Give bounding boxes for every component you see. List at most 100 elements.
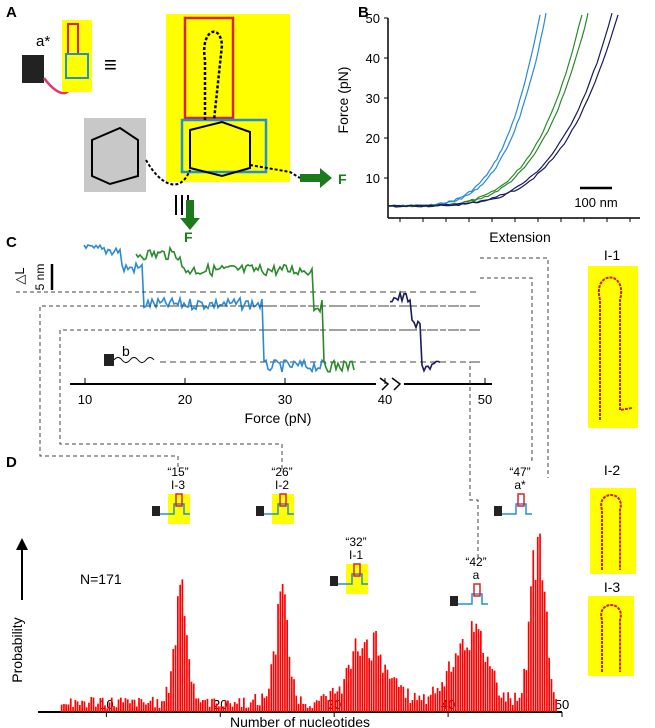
structure-red-box [183,16,235,120]
d-bar [427,696,430,712]
d-bar [179,584,181,712]
d-bar [534,579,537,712]
d-bar [229,703,232,712]
force-label-right: F [338,171,347,187]
peak-schematic-red [517,493,525,507]
peak-schematic-bead [152,506,160,516]
axis-break [379,377,402,391]
peak-schematic-bead [330,576,338,586]
force-label-down: F [184,229,193,245]
d-bar [138,698,140,712]
d-bar [154,707,156,712]
d-bar [454,653,457,712]
d-bar [466,647,468,712]
schematic-blue-box [65,53,89,79]
structure-label-i3: I-3 [604,579,621,595]
d-bar [425,703,427,712]
d-bar [115,707,118,712]
d-bar [263,697,266,712]
d-bar [548,657,550,712]
d-bar [375,631,377,712]
d-bar [507,692,509,712]
peak-schematic-red [353,563,361,577]
d-bar [274,654,277,712]
peak-count-label: “15” [167,465,188,479]
d-bar [163,701,165,712]
d-bar [411,700,414,712]
d-bar [398,687,400,712]
d-y-arrowhead [16,538,28,550]
panel-label-c: C [6,234,17,251]
d-bar [147,703,150,712]
d-bar [60,704,63,712]
d-bar [500,697,503,712]
d-bar [218,706,220,712]
d-bar [489,666,491,712]
d-bar [261,693,263,712]
d-bar [69,698,72,712]
d-bar [429,694,432,712]
d-bar [345,667,348,712]
d-bar [379,654,382,712]
d-bar [281,584,284,712]
d-bar [211,698,213,712]
d-bar [165,686,168,712]
d-annotation: N=171 [80,571,122,587]
d-bar [464,650,466,712]
d-bar [126,699,129,712]
d-bar [247,707,250,712]
peak-schematic-bead [450,596,458,606]
d-bar [484,662,487,712]
quadruplex-2 [189,120,251,178]
d-bar [555,699,557,712]
structure-i2 [590,488,636,574]
panel-d: 10 20 30 40 50 Number of nucleotides Probabi… [9,465,569,728]
peak-schematic-red [473,583,481,597]
d-bar [386,669,389,712]
d-bar [88,702,90,712]
d-bar [502,692,505,712]
panel-label-d: D [6,454,17,471]
d-bar [279,591,282,712]
d-bar [215,703,218,712]
peak-name-label: a [473,568,480,582]
peak-schematic-blue [502,503,532,515]
c-y-label: △L [12,267,27,284]
d-bar [293,679,295,712]
d-bar [539,533,541,712]
d-bar [72,706,74,712]
c-xtick-label: 40 [378,392,392,407]
d-bar [302,703,304,712]
d-bar [272,651,275,712]
d-bar [432,686,434,712]
d-bar [329,691,332,712]
d-bar [101,697,104,712]
d-bar [129,703,131,712]
d-bar [240,707,243,712]
d-bar [336,691,339,712]
d-bar [550,679,553,712]
d-bar [254,694,257,712]
d-bar [527,621,530,712]
d-bar [192,683,195,712]
b-curve [387,12,547,208]
d-bar [439,691,441,712]
d-x-label: Number of nucleotides [230,714,370,728]
d-bar [493,670,496,712]
d-bar [470,621,473,712]
d-bar [133,699,136,712]
d-bar [536,536,539,712]
d-bar [236,703,238,712]
panel-label-a: A [6,4,17,21]
d-bar [190,681,193,712]
d-bar [350,668,352,712]
d-bar [546,611,548,712]
structure-label-i2: I-2 [604,462,621,478]
c-x-label: Force (pN) [245,410,312,426]
d-bar [393,677,396,712]
d-bar [131,699,134,712]
d-bar [452,667,455,712]
d-bar [475,623,478,712]
d-bar [227,700,229,712]
d-bar [491,669,494,712]
